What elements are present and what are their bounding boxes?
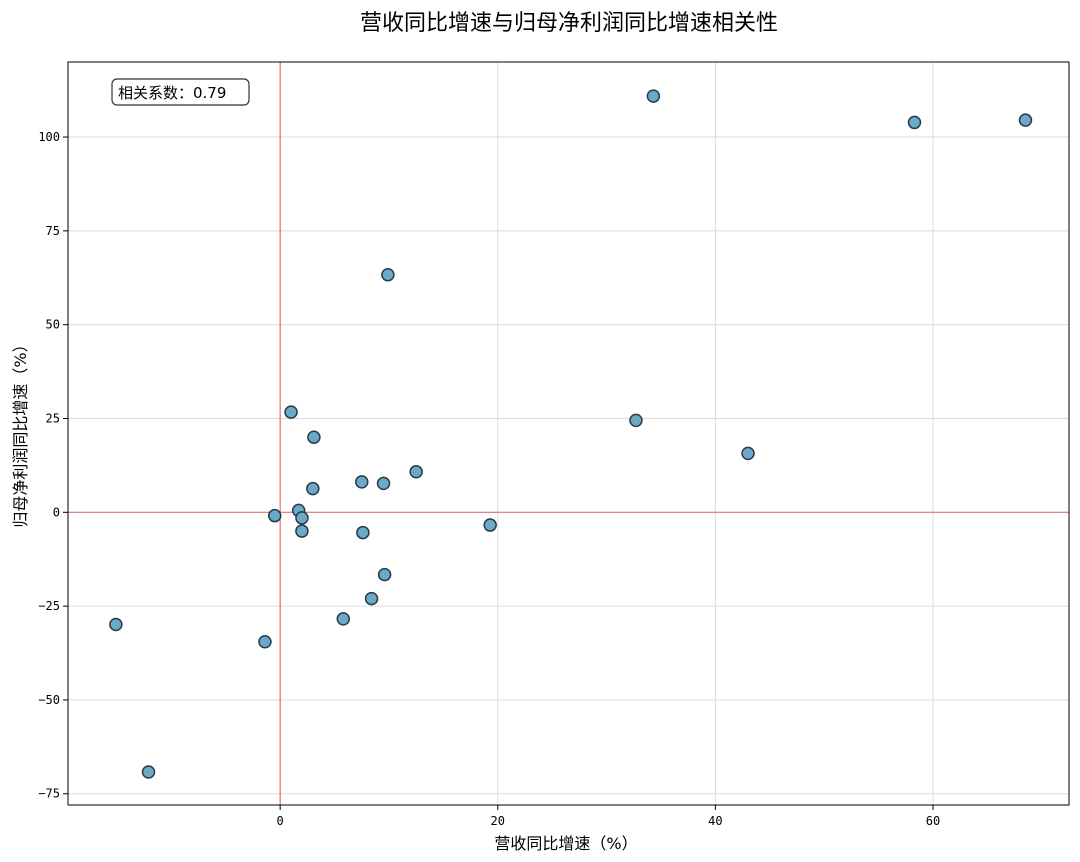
data-point — [141, 765, 156, 779]
data-point — [109, 617, 123, 632]
x-tick-label: 40 — [708, 814, 722, 828]
data-point — [336, 612, 351, 626]
y-tick-label: 25 — [46, 411, 60, 425]
x-axis-label: 营收同比增速（%） — [494, 834, 637, 853]
axis-ticks: 0 20 40 60 −75 −50 −25 0 25 50 75 100 — [38, 130, 940, 828]
data-point — [629, 413, 643, 428]
correlation-annotation: 相关系数：0.79 — [111, 78, 250, 106]
annotation-box — [111, 78, 250, 106]
x-tick-label: 0 — [277, 814, 284, 828]
data-point — [307, 430, 321, 445]
data-point — [483, 518, 497, 532]
data-point — [284, 405, 298, 419]
data-point — [409, 465, 423, 479]
y-tick-label: −50 — [38, 693, 60, 707]
y-tick-label: −75 — [38, 787, 60, 801]
data-point — [258, 635, 272, 649]
y-tick-label: 0 — [53, 505, 60, 519]
data-point — [741, 446, 755, 461]
data-point — [306, 481, 320, 496]
data-point — [295, 511, 309, 525]
y-tick-label: −25 — [38, 599, 60, 613]
chart-title: 营收同比增速与归母净利润同比增速相关性 — [360, 11, 778, 36]
annotation-text: 相关系数：0.79 — [118, 84, 226, 102]
y-tick-label: 50 — [46, 318, 60, 332]
data-point — [381, 268, 395, 282]
y-axis-label: 归母净利润同比增速（%） — [11, 336, 30, 527]
x-tick-label: 60 — [926, 814, 940, 828]
reference-lines — [68, 62, 1069, 805]
data-points — [109, 89, 1033, 779]
y-tick-label: 75 — [46, 224, 60, 238]
x-tick-label: 20 — [491, 814, 505, 828]
plot-frame — [67, 61, 1070, 806]
data-point — [376, 476, 391, 491]
data-point — [295, 524, 309, 538]
data-point — [377, 567, 392, 582]
data-point — [356, 525, 370, 540]
y-tick-label: 100 — [38, 130, 60, 144]
data-point — [646, 89, 661, 103]
data-point — [907, 115, 922, 130]
data-point — [355, 475, 369, 489]
grid — [68, 62, 1069, 805]
data-point — [267, 508, 282, 523]
data-point — [1018, 113, 1033, 127]
data-point — [364, 591, 379, 606]
